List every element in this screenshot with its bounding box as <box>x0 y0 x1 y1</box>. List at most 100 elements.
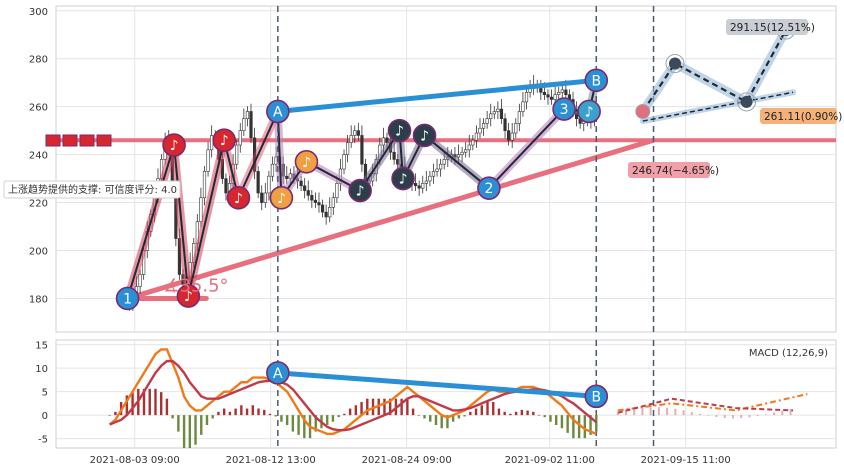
macd-histogram-bar <box>222 408 226 416</box>
macd-histogram-bar <box>148 388 151 416</box>
candle-body <box>442 159 446 165</box>
wave-marker-label: ♪ <box>420 128 429 144</box>
macd-histogram-bar <box>520 409 524 416</box>
macd-histogram-bar <box>469 411 472 416</box>
candle-body <box>514 123 518 134</box>
candle-body <box>331 197 335 208</box>
macd-histogram-bar <box>245 408 249 416</box>
macd-histogram-bar <box>303 415 306 439</box>
wave-marker <box>176 284 201 308</box>
macd-histogram-bar <box>497 408 501 416</box>
trend-line-support <box>125 137 657 301</box>
candle-body <box>413 183 418 187</box>
wave-segment <box>187 140 226 297</box>
candle-body <box>320 204 325 213</box>
signal-icon <box>62 134 78 147</box>
macd-histogram-bar <box>595 415 598 432</box>
candle-body <box>499 108 504 119</box>
macd-histogram-bar <box>354 405 358 416</box>
macd-histogram-bar <box>532 411 535 416</box>
candle-body <box>306 190 310 196</box>
macd-histogram-bar <box>406 398 409 416</box>
macd-forecast-bar <box>641 408 644 416</box>
macd-histogram-bar <box>417 415 421 416</box>
candle-body <box>242 118 246 131</box>
candle-body <box>439 163 443 170</box>
candle-body <box>202 171 207 199</box>
wave-marker <box>115 286 140 311</box>
candle-body <box>210 135 214 151</box>
price-panel: 180 200 220 240 260 280 300 1 ♪ ♪ ♪ ♪ A ♪ ♪ ♪ ♪ ♪ ♪ 2 3 ♪ B ∡35… <box>3 5 842 333</box>
candle-body <box>392 151 396 160</box>
wave-marker-label: 3 <box>560 102 569 118</box>
candle-body <box>521 101 525 112</box>
candle-body <box>417 185 421 189</box>
candle-body <box>431 171 436 177</box>
forecast-point <box>668 57 681 70</box>
wave-marker <box>552 97 576 121</box>
macd-histogram-bar <box>388 398 392 416</box>
target-high-label-box <box>726 19 808 35</box>
macd-histogram-bar <box>188 415 192 448</box>
macd-y-tick-label: 15 <box>35 341 48 352</box>
macd-histogram-bar <box>257 408 260 416</box>
price-y-tick-label: 220 <box>29 199 48 210</box>
target-low-label: 246.74(−4.65%) <box>628 162 719 178</box>
candle-body <box>303 185 307 191</box>
wave-marker <box>412 123 437 148</box>
wave-marker-label: ♪ <box>220 133 229 149</box>
candle-body <box>560 89 564 93</box>
macd-marker <box>584 384 609 409</box>
x-tick-label: 2021-08-03 09:00 <box>90 455 180 466</box>
macd-histogram-bar <box>125 395 129 416</box>
candle-body <box>492 111 496 115</box>
macd-forecast-bar <box>649 407 652 416</box>
wave-marker <box>269 185 294 210</box>
candle-body <box>224 178 228 194</box>
macd-marker-label: A <box>273 366 283 382</box>
macd-forecast-bar <box>723 415 726 419</box>
macd-forecast-bar <box>690 411 693 416</box>
macd-histogram-bar <box>526 410 529 416</box>
macd-histogram-bar <box>492 401 495 416</box>
macd-y-tick-label: 0 <box>42 411 48 422</box>
candle-body <box>524 91 529 103</box>
forecast-start-point <box>635 103 651 119</box>
forecast-point <box>740 95 753 108</box>
macd-histogram-bar <box>337 415 340 418</box>
macd-histogram-bar <box>486 401 489 416</box>
macd-histogram-bar <box>509 413 512 416</box>
macd-histogram-bar <box>366 398 369 416</box>
candle-body <box>542 91 546 95</box>
macd-trend-line <box>275 370 599 399</box>
candle-body <box>310 195 314 201</box>
macd-histogram-bar <box>446 415 449 429</box>
wave-marker-label: A <box>273 104 283 120</box>
support-note-text: 上涨趋势提供的支撑: 可信度评分: 4.0 <box>8 183 177 196</box>
wave-marker-label: ♪ <box>170 138 179 154</box>
wave-segment <box>359 130 401 192</box>
macd-forecast-bar <box>773 412 776 416</box>
candle-body <box>206 149 210 172</box>
candle-body <box>517 111 521 124</box>
candle-body <box>464 149 468 153</box>
wave-marker <box>212 128 236 153</box>
forecast-projection-line <box>642 91 794 122</box>
macd-forecast-bar <box>756 415 759 417</box>
macd-histogram-bar <box>537 415 541 416</box>
angle-annotation: ∡35.5° <box>163 275 228 296</box>
candle-body <box>285 175 289 179</box>
candle-body <box>267 175 271 194</box>
candle-body <box>478 127 482 134</box>
macd-forecast-dea <box>617 397 794 414</box>
macd-marker-label: B <box>591 389 601 405</box>
macd-histogram-bar <box>200 415 203 435</box>
wave-marker-label: ♪ <box>399 172 408 188</box>
candle-body <box>557 91 561 95</box>
macd-histogram-bar <box>228 411 232 416</box>
support-note-box <box>3 180 181 199</box>
macd-histogram-bar <box>297 415 300 435</box>
candle-body <box>428 175 432 182</box>
wave-marker-label: B <box>591 73 601 89</box>
macd-histogram-bar <box>343 413 346 416</box>
